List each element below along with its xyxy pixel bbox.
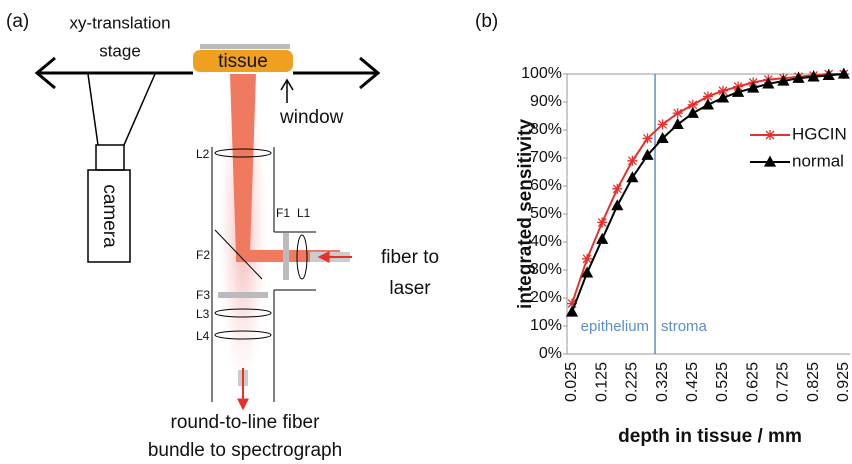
chart: (b) integrated sensitivity depth in tiss… [475, 11, 852, 447]
y-tick-label: 80% [530, 121, 562, 138]
point [718, 85, 728, 96]
point [597, 217, 608, 228]
tissue-label: tissue [218, 51, 268, 72]
optics [211, 147, 316, 402]
x-axis-title: depth in tissue / mm [618, 426, 802, 447]
point [837, 67, 850, 79]
series-line [571, 73, 844, 313]
point [671, 118, 684, 130]
optic-label: F2 [196, 248, 210, 262]
optic-label: L2 [196, 147, 210, 161]
y-tick-label: 20% [530, 289, 562, 306]
y-axis-title: integrated sensitivity [515, 119, 536, 309]
x-tick-label: 0.425 [684, 362, 701, 402]
point [611, 199, 624, 211]
tissue [193, 50, 293, 72]
x-tick-label: 0.625 [744, 362, 761, 402]
optic-label: F1 [276, 206, 290, 220]
legend-marker [763, 155, 777, 167]
beam [230, 74, 256, 255]
optic-label: L4 [196, 329, 210, 343]
point [777, 74, 790, 86]
panel-label: (b) [475, 11, 498, 32]
camera [87, 73, 156, 263]
point [731, 85, 745, 97]
x-tick-label: 0.025 [563, 362, 580, 402]
point [716, 91, 730, 103]
point [642, 133, 653, 144]
x-tick-label: 0.325 [654, 362, 671, 402]
filter [218, 292, 268, 298]
point [565, 305, 579, 317]
point [822, 69, 835, 81]
y-tick-label: 60% [530, 177, 562, 194]
y-tick-label: 50% [530, 205, 562, 222]
fiber-label: fiber to [381, 247, 439, 268]
legend-label: HGCIN [792, 124, 847, 143]
optic-label: F3 [196, 288, 210, 302]
x-tick-label: 0.225 [624, 362, 641, 402]
point [641, 148, 654, 160]
x-tick-label: 0.125 [593, 362, 610, 402]
x-tick-label: 0.725 [775, 362, 792, 402]
output-label: round-to-line fiber [171, 412, 321, 433]
window-arrow [280, 78, 294, 103]
point [792, 71, 805, 83]
y-tick-label: 90% [530, 93, 562, 110]
point [626, 171, 639, 183]
fiber-label: laser [389, 278, 431, 299]
x-tick-label: 0.825 [805, 362, 822, 402]
y-tick-label: 10% [530, 317, 562, 334]
point [686, 106, 699, 118]
x-tick-label: 0.525 [714, 362, 731, 402]
y-tick-label: 100% [521, 65, 562, 82]
stage [34, 56, 381, 90]
annotation: epithelium [581, 318, 649, 335]
point [627, 155, 638, 166]
y-tick-label: 40% [530, 233, 562, 250]
stage-label: xy-translation [69, 13, 170, 32]
diagram: (a) xy-translation stage tissue camera w… [6, 11, 439, 461]
point [656, 132, 669, 144]
point [657, 119, 668, 130]
annotation: stroma [661, 318, 708, 335]
point [762, 77, 775, 89]
camera-label: camera [99, 184, 120, 248]
point [747, 81, 760, 93]
legend-label: normal [792, 151, 844, 170]
y-tick-label: 30% [530, 261, 562, 278]
window-label: window [279, 107, 344, 128]
panel-label: (a) [6, 11, 29, 32]
point [702, 91, 713, 102]
point [807, 70, 820, 82]
y-tick-label: 70% [530, 149, 562, 166]
stage-label: stage [99, 41, 141, 60]
point [687, 99, 698, 110]
point [580, 266, 594, 278]
filter [283, 233, 289, 280]
point [596, 232, 609, 244]
output-label: bundle to spectrograph [148, 440, 342, 461]
y-tick-label: 0% [539, 345, 562, 362]
point [701, 98, 715, 110]
point [672, 108, 683, 119]
x-tick-label: 0.925 [835, 362, 852, 402]
point [612, 183, 623, 194]
window-glass [200, 44, 290, 49]
legend-marker [765, 130, 775, 140]
point [582, 253, 593, 264]
optic-label: L1 [297, 206, 311, 220]
optic-label: L3 [196, 307, 210, 321]
